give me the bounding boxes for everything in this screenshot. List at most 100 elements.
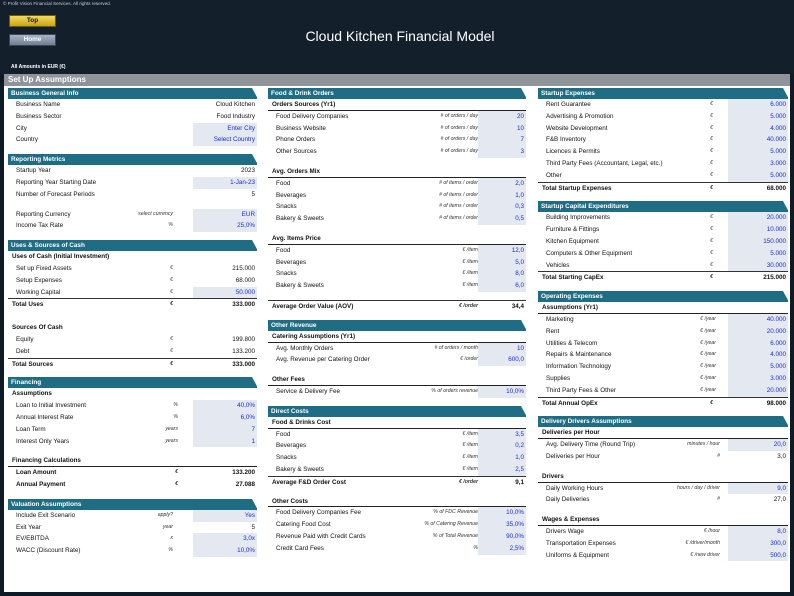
assumption-row: Service & Delivery Fee % of orders revenu… [268,385,526,398]
input-cell[interactable]: EUR [193,208,257,221]
row-unit: € [710,124,713,131]
input-cell[interactable]: 25,0% [193,220,257,233]
row-label: Avg. Monthly Orders [276,344,334,352]
input-cell[interactable]: 7 [193,423,257,436]
input-cell[interactable]: 30.000 [728,259,788,272]
top-button[interactable]: Top [9,15,56,27]
input-cell[interactable]: 5.000 [728,361,788,373]
input-cell[interactable]: 20.000 [728,212,788,225]
input-cell[interactable]: 10,0% [478,507,526,520]
input-cell[interactable]: 5.000 [728,247,788,260]
input-cell[interactable]: 0,5 [478,213,526,225]
row-unit: select currency [138,210,173,217]
input-cell[interactable]: 40.000 [728,134,788,147]
input-cell[interactable]: 20,0 [728,439,788,451]
row-label: WACC (Discount Rate) [16,547,81,555]
input-cell[interactable]: 1,0 [478,452,526,464]
input-cell[interactable]: 10.000 [728,224,788,236]
input-cell[interactable]: 3,5 [478,428,526,441]
input-cell[interactable]: 10,0% [193,545,257,557]
section-header: Business General Info [8,88,258,99]
section-header: Startup Capital Expenditures [538,201,789,213]
input-cell[interactable]: Select Country [193,134,257,147]
input-cell[interactable]: 12,0 [478,244,526,257]
input-cell[interactable]: 4.000 [728,349,788,362]
input-cell[interactable]: 8,0 [478,268,526,281]
input-cell[interactable]: 150.000 [728,235,788,248]
input-cell[interactable]: 3,0x [193,533,257,546]
input-cell[interactable]: 2,0 [478,177,526,190]
section-header: Financing [8,377,258,389]
row-unit: € [170,360,173,367]
input-cell[interactable]: 10 [478,122,526,135]
input-cell[interactable]: 5,0 [478,256,526,269]
row-label: Drivers Wage [546,527,584,535]
row-label: City [16,124,27,132]
input-cell[interactable]: 5.000 [728,146,788,158]
input-cell[interactable]: 6.000 [728,99,788,111]
input-cell[interactable]: 8,0 [728,525,788,538]
assumption-row: Loan to Initial Investment% 40,0% [8,400,257,412]
assumption-row: Transportation Expenses € /driver/month 30… [538,537,788,550]
assumption-row: F&B Inventory €40.000 [538,134,788,147]
row-label: Utilities & Telecom [546,339,598,347]
input-cell[interactable]: 1,0 [478,189,526,202]
input-cell[interactable]: 2,5% [478,542,526,555]
input-cell[interactable]: 7 [478,134,526,147]
assumption-row: Business Name Cloud Kitchen [8,99,257,111]
assumption-row: Working Capital €50.000 [8,286,257,299]
input-cell[interactable]: 40,0% [193,400,257,412]
input-cell[interactable]: 9,0 [728,482,788,495]
row-unit: # of orders / day [440,124,479,131]
input-cell[interactable]: 20 [478,110,526,123]
input-cell[interactable]: 50.000 [193,286,257,299]
input-cell[interactable]: 3.000 [728,372,788,385]
row-label: Other Sources [276,148,317,156]
row-label: Food Delivery Companies [276,112,349,120]
row-label: Advertising & Promotion [546,112,614,120]
input-cell[interactable]: Yes [193,509,257,522]
input-cell[interactable]: 10,0% [478,385,526,398]
row-unit: % [168,547,173,554]
value-cell: 5 [251,190,255,198]
row-unit: € [170,288,173,295]
input-cell[interactable]: 5.000 [728,110,788,123]
input-cell[interactable]: 1-Jan-23 [193,176,257,189]
input-cell[interactable]: 20.000 [728,325,788,338]
row-unit: € [710,159,713,166]
input-cell[interactable]: 6,0% [193,411,257,424]
input-cell[interactable]: 10 [478,342,526,355]
input-cell[interactable]: 4.000 [728,122,788,135]
row-unit: € /item [462,282,478,289]
input-cell[interactable]: 40.000 [728,313,788,326]
input-cell[interactable]: 1 [193,435,257,448]
assumption-row: Include Exit Scenario apply? Yes [8,509,257,522]
input-cell[interactable]: 3.000 [728,157,788,170]
row-label: Total Startup Expenses [542,184,612,192]
input-cell[interactable]: 600,0 [478,354,526,367]
row-label: Working Capital [16,288,61,296]
input-cell[interactable]: 6,0 [478,280,526,292]
row-unit: # [717,452,720,459]
input-cell[interactable]: 3 [478,146,526,158]
assumption-row: Repairs & Maintenance € /year 4.000 [538,349,788,362]
input-cell[interactable]: 90,0% [478,530,526,543]
input-cell[interactable]: Enter City [193,122,257,135]
input-cell[interactable]: 0,2 [478,440,526,453]
input-cell[interactable]: 500,0 [728,549,788,562]
input-cell[interactable]: 5.000 [728,169,788,182]
row-label: Beverages [276,258,307,266]
row-label: Furniture & Fittings [546,226,600,234]
input-cell[interactable]: 20.000 [728,384,788,397]
row-label: Phone Orders [276,136,316,144]
input-cell[interactable]: 300,0 [728,537,788,550]
input-cell[interactable]: 2,5 [478,463,526,476]
row-unit: € [170,276,173,283]
input-cell[interactable]: 0,3 [478,201,526,214]
row-unit: € [710,237,713,244]
section-business-info: Business General Info Business Name Cloud… [8,88,258,147]
home-button[interactable]: Home [9,34,56,46]
input-cell[interactable]: 6.000 [728,337,788,350]
section-header: Uses & Sources of Cash [8,240,258,252]
input-cell[interactable]: 35,0% [478,519,526,531]
